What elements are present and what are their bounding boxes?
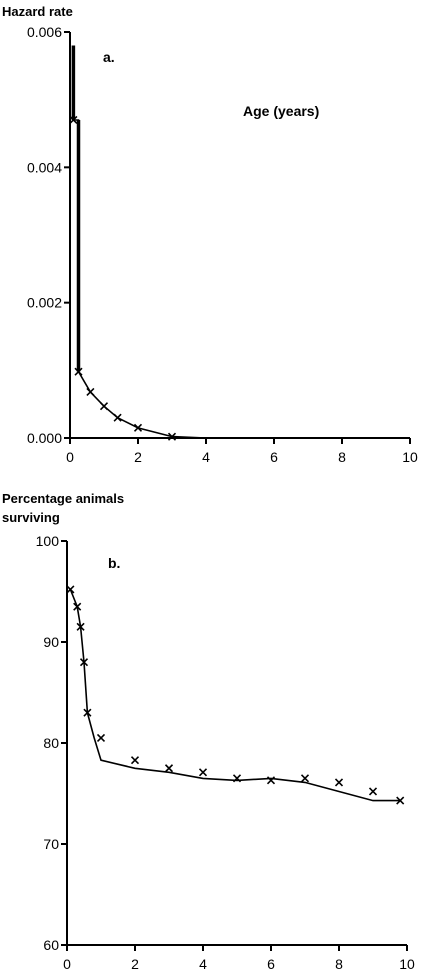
panel-b-ylabel-line2: surviving (2, 510, 60, 525)
panel-b-data-point (130, 756, 140, 765)
panel-a-x-tick-label: 6 (270, 449, 278, 465)
panel-b-y-tick-label: 60 (43, 937, 59, 953)
panel-a-data-point (167, 432, 177, 441)
panel-b-y-tick-label: 80 (43, 735, 59, 751)
panel-b-data-point (79, 658, 89, 667)
panel-b-x-tick-label: 0 (63, 956, 71, 972)
panel-a-data-point (99, 402, 109, 411)
panel-b-data-point (76, 622, 85, 631)
panel-a-data-point (86, 387, 95, 397)
panel-b-ylabel-line1: Percentage animals (2, 491, 124, 506)
panel-a-x-tick-label: 2 (134, 449, 142, 465)
panel-b-y-tick-label: 70 (43, 836, 59, 852)
panel-b-y-tick-label: 100 (36, 533, 60, 549)
panel-b-data-point (368, 787, 378, 796)
panel-b-data-point (300, 774, 310, 783)
panel-a-annotation: Age (years) (243, 103, 319, 119)
panel-a-label: a. (103, 49, 115, 65)
panel-a-y-tick-label: 0.006 (27, 24, 62, 40)
panel-b-data-point (83, 708, 92, 717)
panel-b-data-point (266, 776, 276, 785)
panel-b-x-tick-label: 2 (131, 956, 139, 972)
panel-b-label: b. (108, 555, 120, 571)
panel-b-x-tick-label: 8 (335, 956, 343, 972)
panel-b-data-point (198, 768, 208, 777)
panel-a-x-tick-label: 10 (402, 449, 418, 465)
panel-a-axes: 0 2 4 6 8 10 0.000 0.002 0.004 0.006 (27, 24, 418, 465)
panel-b-axes: 0 2 4 6 8 10 60 70 80 90 100 (36, 533, 415, 972)
panel-b-data-point (232, 774, 242, 783)
panel-b-y-tick-label: 90 (43, 634, 59, 650)
panel-a-x-tick-label: 0 (66, 449, 74, 465)
panel-b-x-tick-label: 4 (199, 956, 207, 972)
panel-b-data-point (164, 764, 174, 773)
panel-b-data-point (66, 585, 75, 594)
panel-a-ylabel: Hazard rate (2, 4, 73, 19)
panel-b-series-line (69, 589, 401, 802)
panel-b-data-point (96, 733, 106, 743)
panel-a-data-point (133, 423, 143, 432)
panel-b-data-point (73, 602, 82, 611)
panel-b-x-tick-label: 6 (267, 956, 275, 972)
panel-a-data-point (113, 413, 122, 422)
panel-a-y-tick-label: 0.002 (27, 295, 62, 311)
panel-b-x-tick-label: 10 (399, 956, 415, 972)
panel-a-y-tick-label: 0.004 (27, 159, 62, 175)
panel-a-x-tick-label: 4 (202, 449, 210, 465)
panel-a-y-tick-label: 0.000 (27, 430, 62, 446)
panel-b-data-point (334, 778, 344, 787)
panel-a-series-line (72, 45, 410, 439)
panel-b-data-point (396, 796, 405, 805)
panel-a-plot (69, 45, 410, 441)
panel-b-plot (66, 585, 405, 805)
panel-a-x-tick-label: 8 (338, 449, 346, 465)
